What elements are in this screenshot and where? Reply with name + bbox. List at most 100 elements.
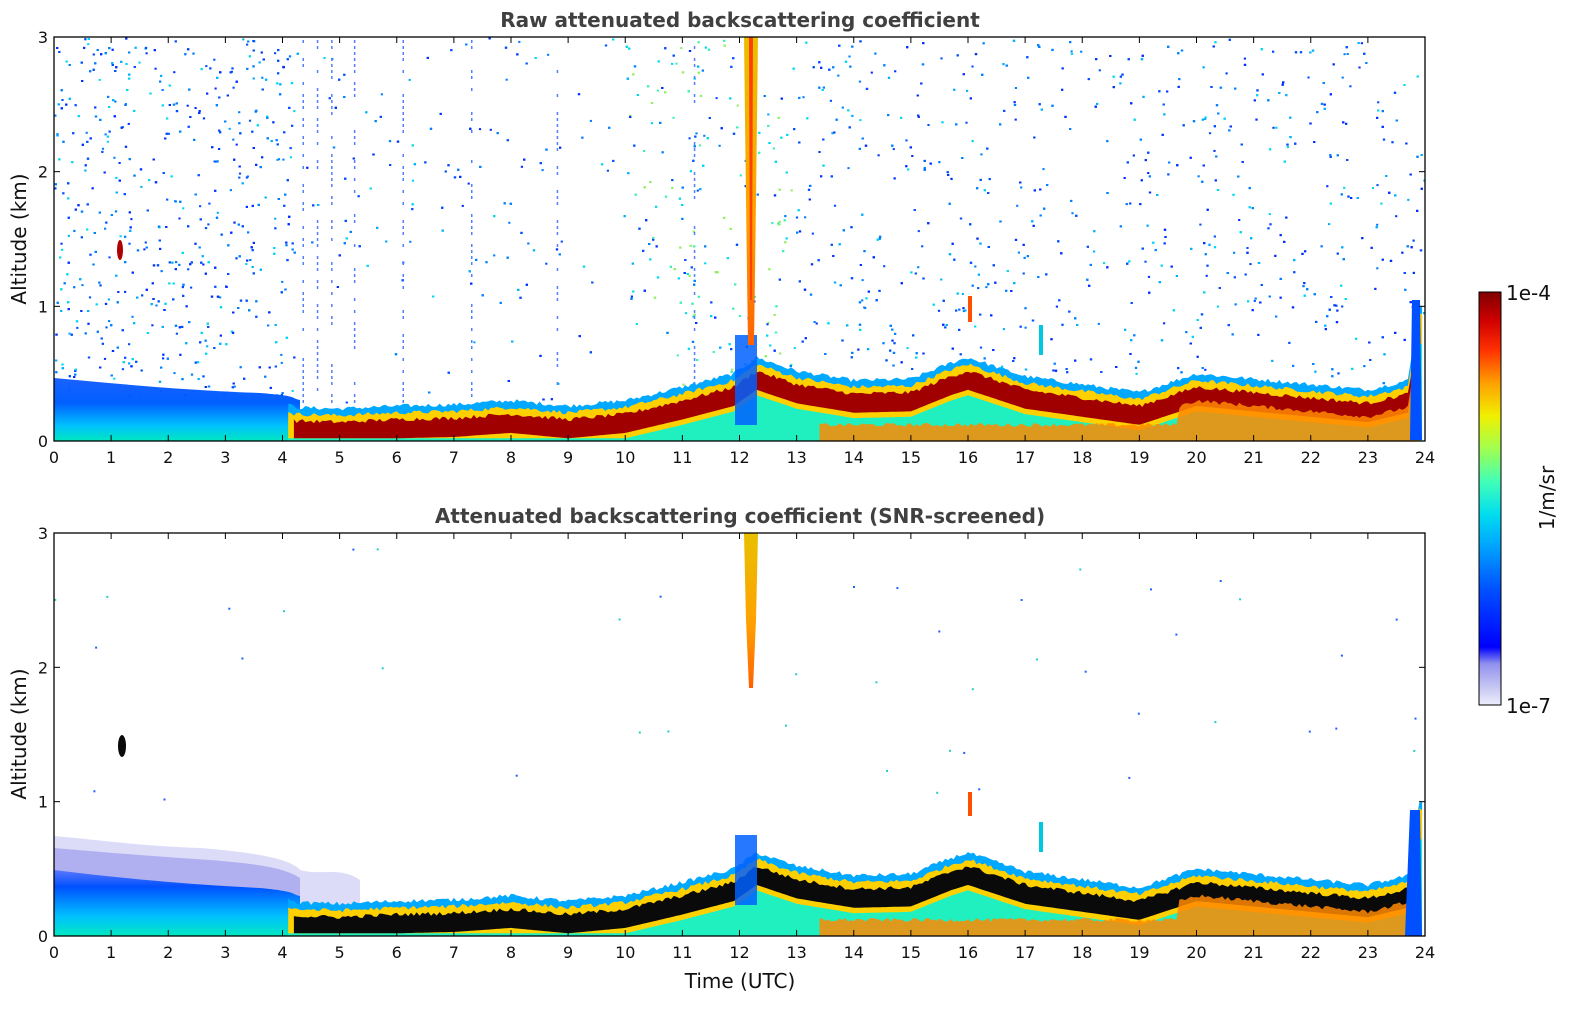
noise-pixel — [789, 365, 792, 367]
noise-pixel — [1201, 118, 1204, 121]
noise-pixel — [213, 347, 216, 349]
noise-streak-pixel — [402, 94, 404, 97]
small-cloud-16h — [968, 296, 972, 322]
noise-pixel — [376, 548, 379, 551]
noise-pixel — [633, 65, 637, 68]
noise-pixel — [1013, 101, 1016, 104]
noise-pixel — [647, 85, 650, 88]
noise-pixel — [280, 291, 283, 294]
noise-pixel — [804, 337, 807, 340]
noise-pixel — [281, 392, 284, 394]
noise-pixel — [1337, 372, 1340, 375]
noise-pixel — [891, 339, 894, 342]
noise-pixel — [1329, 154, 1332, 157]
noise-pixel — [506, 139, 509, 142]
noise-streak-pixel — [353, 160, 356, 163]
noise-pixel — [1147, 151, 1150, 154]
noise-pixel — [1233, 251, 1236, 254]
noise-streak-pixel — [316, 358, 319, 361]
noise-pixel — [285, 336, 288, 339]
x-tick-label: 4 — [277, 943, 287, 962]
noise-pixel — [581, 136, 584, 139]
noise-pixel — [1293, 259, 1296, 262]
noise-pixel — [666, 331, 669, 334]
noise-streak-pixel — [353, 340, 356, 343]
noise-pixel — [1279, 277, 1282, 280]
noise-pixel — [1182, 124, 1185, 127]
noise-pixel — [1161, 133, 1164, 136]
noise-pixel — [216, 160, 219, 163]
noise-pixel — [119, 235, 122, 238]
noise-pixel — [1127, 58, 1130, 61]
noise-pixel — [707, 48, 711, 51]
noise-pixel — [917, 116, 920, 118]
noise-pixel — [691, 340, 695, 343]
noise-pixel — [125, 63, 128, 65]
noise-pixel — [948, 202, 951, 205]
noise-pixel — [235, 143, 238, 146]
noise-pixel — [915, 356, 918, 359]
noise-streak-pixel — [402, 370, 404, 373]
noise-pixel — [766, 334, 769, 337]
noise-pixel — [696, 189, 699, 192]
noise-pixel — [691, 302, 694, 305]
noise-pixel — [1213, 149, 1216, 152]
noise-pixel — [1365, 62, 1368, 64]
noise-pixel — [1178, 78, 1181, 81]
noise-pixel — [1014, 87, 1017, 89]
colorbar-unit-label: 1/m/sr — [1535, 465, 1559, 530]
noise-pixel — [771, 222, 774, 225]
noise-pixel — [1416, 75, 1419, 78]
noise-pixel — [134, 46, 137, 49]
noise-pixel — [187, 268, 190, 271]
noise-pixel — [1303, 294, 1306, 297]
noise-streak-pixel — [693, 94, 696, 97]
noise-pixel — [1256, 94, 1259, 97]
noise-pixel — [697, 41, 700, 44]
noise-pixel — [946, 171, 949, 174]
noise-pixel — [1084, 670, 1087, 673]
noise-streak-pixel — [316, 106, 319, 109]
noise-pixel — [832, 66, 835, 69]
noise-pixel — [1123, 177, 1126, 179]
noise-pixel — [1039, 188, 1042, 191]
noise-pixel — [489, 128, 492, 131]
noise-pixel — [672, 54, 675, 57]
noise-pixel — [1412, 271, 1415, 274]
screened-midday-column — [735, 835, 757, 905]
noise-pixel — [850, 356, 853, 359]
noise-pixel — [509, 202, 512, 205]
noise-pixel — [608, 126, 611, 129]
noise-pixel — [1148, 291, 1151, 294]
noise-pixel — [778, 278, 781, 281]
noise-streak-pixel — [331, 394, 333, 397]
noise-pixel — [1401, 251, 1404, 254]
noise-pixel — [948, 253, 952, 256]
noise-pixel — [971, 140, 974, 143]
noise-pixel — [822, 138, 825, 141]
noise-pixel — [121, 126, 124, 129]
noise-pixel — [100, 53, 103, 56]
x-tick-label: 21 — [1243, 448, 1263, 467]
noise-pixel — [366, 264, 369, 267]
noise-pixel — [821, 89, 824, 91]
noise-pixel — [188, 321, 191, 324]
noise-pixel — [1218, 287, 1221, 289]
noise-streak-pixel — [402, 400, 404, 403]
noise-pixel — [955, 309, 958, 312]
noise-pixel — [892, 364, 895, 367]
noise-pixel — [1051, 104, 1054, 107]
noise-streak-pixel — [302, 190, 304, 193]
noise-pixel — [208, 202, 211, 205]
noise-pixel — [380, 93, 383, 96]
noise-pixel — [1180, 371, 1183, 374]
noise-pixel — [1227, 324, 1230, 327]
x-tick-label: 24 — [1415, 448, 1435, 467]
noise-pixel — [1033, 189, 1036, 192]
noise-pixel — [1058, 299, 1061, 302]
noise-pixel — [958, 308, 961, 311]
noise-streak-pixel — [471, 328, 473, 331]
noise-pixel — [317, 204, 320, 206]
noise-streak-pixel — [556, 226, 559, 229]
noise-pixel — [922, 277, 925, 280]
